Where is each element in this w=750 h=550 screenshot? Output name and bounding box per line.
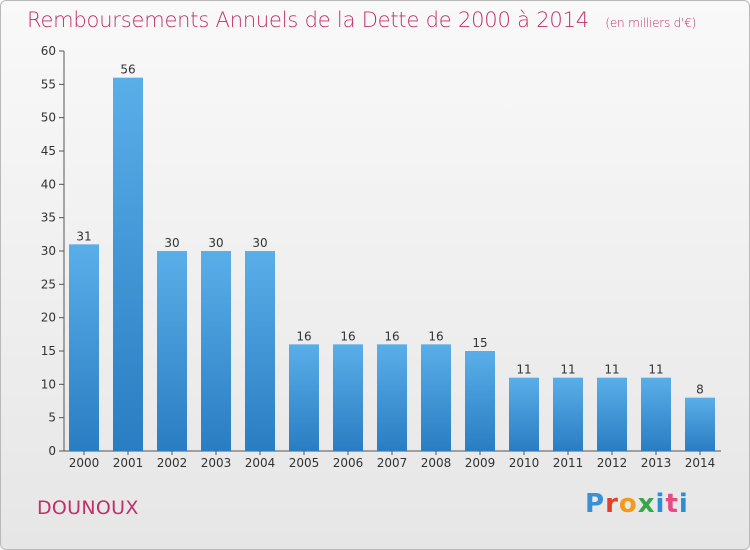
bar-value-label: 11 bbox=[516, 363, 531, 377]
bar bbox=[289, 344, 319, 451]
bar-value-label: 30 bbox=[252, 236, 267, 250]
bar bbox=[245, 251, 275, 451]
bar-value-label: 11 bbox=[604, 363, 619, 377]
bar-value-label: 30 bbox=[164, 236, 179, 250]
chart-title-text: Remboursements Annuels de la Dette de 20… bbox=[27, 8, 589, 32]
x-tick-label: 2000 bbox=[69, 456, 100, 470]
bar bbox=[69, 244, 99, 451]
bar bbox=[377, 344, 407, 451]
chart-subtitle: (en milliers d'€) bbox=[605, 16, 697, 30]
logo-letter: r bbox=[605, 489, 619, 519]
bar-value-label: 16 bbox=[428, 329, 443, 343]
bar bbox=[685, 397, 715, 451]
bar bbox=[157, 251, 187, 451]
bar bbox=[201, 251, 231, 451]
bar bbox=[597, 377, 627, 451]
y-tick-label: 35 bbox=[41, 211, 56, 225]
y-tick-label: 10 bbox=[41, 377, 56, 391]
bar-value-label: 16 bbox=[340, 329, 355, 343]
chart-bars: 31 56 30 30 30 16 16 16 16 15 11 11 11 11 8 bbox=[69, 63, 715, 452]
bar-value-label: 31 bbox=[76, 229, 91, 243]
y-tick-label: 0 bbox=[48, 444, 56, 458]
y-tick-label: 30 bbox=[41, 244, 56, 258]
bar bbox=[113, 77, 143, 452]
logo-letter: i bbox=[655, 489, 666, 519]
x-tick-label: 2011 bbox=[553, 456, 584, 470]
bar-value-label: 15 bbox=[472, 336, 487, 350]
y-tick-label: 50 bbox=[41, 111, 56, 125]
y-tick-label: 60 bbox=[41, 44, 56, 58]
x-tick-label: 2001 bbox=[113, 456, 144, 470]
proxiti-logo[interactable]: Proxiti bbox=[585, 489, 689, 519]
x-tick-label: 2004 bbox=[245, 456, 276, 470]
bar bbox=[509, 377, 539, 451]
logo-letter: o bbox=[618, 489, 638, 519]
x-tick-label: 2010 bbox=[509, 456, 540, 470]
bar bbox=[421, 344, 451, 451]
bar-value-label: 11 bbox=[648, 363, 663, 377]
x-tick-label: 2013 bbox=[641, 456, 672, 470]
bar bbox=[553, 377, 583, 451]
bar bbox=[641, 377, 671, 451]
x-tick-label: 2002 bbox=[157, 456, 188, 470]
y-tick-label: 40 bbox=[41, 177, 56, 191]
bar-value-label: 16 bbox=[296, 329, 311, 343]
x-tick-label: 2003 bbox=[201, 456, 232, 470]
y-tick-label: 20 bbox=[41, 311, 56, 325]
chart-title: Remboursements Annuels de la Dette de 20… bbox=[27, 8, 696, 32]
x-tick-label: 2014 bbox=[685, 456, 716, 470]
bar-value-label: 30 bbox=[208, 236, 223, 250]
bar bbox=[465, 351, 495, 451]
y-tick-label: 55 bbox=[41, 77, 56, 91]
logo-letter: x bbox=[637, 489, 656, 519]
place-name: DOUNOUX bbox=[37, 497, 139, 519]
bar bbox=[333, 344, 363, 451]
y-tick-label: 45 bbox=[41, 144, 56, 158]
x-tick-label: 2006 bbox=[333, 456, 364, 470]
chart-axes: 0 5 10 15 20 25 30 35 40 45 50 55 60 2000 2001 2002 2003… bbox=[41, 44, 721, 470]
x-tick-label: 2009 bbox=[465, 456, 496, 470]
x-tick-label: 2012 bbox=[597, 456, 628, 470]
logo-letter: i bbox=[678, 489, 689, 519]
bar-value-label: 11 bbox=[560, 363, 575, 377]
logo-letter: t bbox=[665, 489, 679, 519]
y-tick-label: 5 bbox=[48, 411, 56, 425]
y-tick-label: 15 bbox=[41, 344, 56, 358]
bar-value-label: 8 bbox=[696, 383, 704, 397]
x-tick-label: 2007 bbox=[377, 456, 408, 470]
y-tick-label: 25 bbox=[41, 277, 56, 291]
x-tick-label: 2008 bbox=[421, 456, 452, 470]
bar-value-label: 56 bbox=[120, 63, 135, 77]
logo-letter: P bbox=[585, 489, 606, 519]
bar-value-label: 16 bbox=[384, 329, 399, 343]
x-tick-label: 2005 bbox=[289, 456, 320, 470]
